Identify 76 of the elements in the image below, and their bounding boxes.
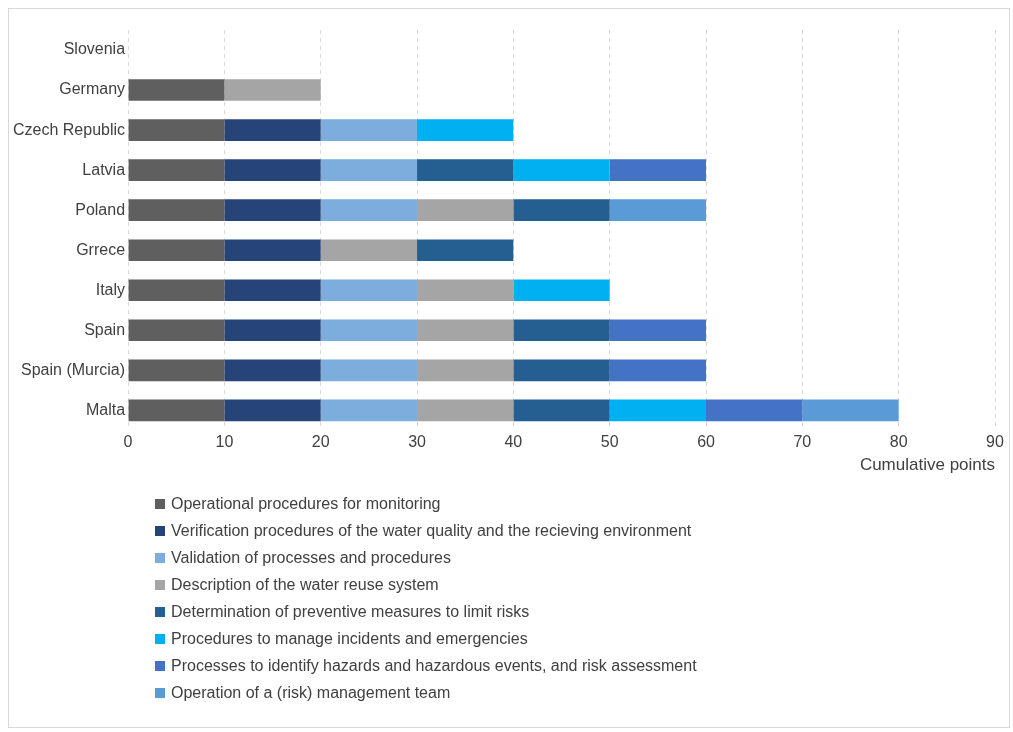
y-tick-label: Grrece	[76, 240, 126, 258]
bar	[320, 319, 418, 342]
bar	[224, 399, 321, 422]
bar	[224, 319, 321, 342]
bar	[224, 199, 321, 221]
bar	[417, 319, 514, 342]
bar	[513, 319, 610, 342]
x-tick-label: 60	[697, 433, 716, 451]
bar	[128, 279, 225, 302]
bar	[417, 399, 514, 422]
bar	[417, 359, 514, 382]
x-tick-label: 10	[215, 433, 234, 451]
bar	[417, 239, 514, 262]
y-tick-label: Italy	[95, 280, 126, 298]
x-tick-label: 70	[793, 433, 812, 451]
x-tick-label: 20	[311, 433, 330, 451]
y-tick-label: Slovenia	[63, 40, 126, 58]
bar	[320, 399, 418, 422]
x-axis-title: Cumulative points	[859, 455, 995, 475]
y-tick-label: Malta	[85, 400, 126, 418]
bar	[128, 319, 225, 342]
bar	[513, 159, 610, 181]
x-tick-label: 30	[408, 433, 427, 451]
bar	[320, 239, 418, 262]
bar	[320, 119, 418, 141]
bar	[609, 199, 707, 221]
bar	[513, 279, 610, 302]
x-tick-label: 0	[123, 433, 133, 451]
legend-label: Verification procedures of the water quality and the recieving environment	[171, 521, 692, 540]
bar	[417, 199, 514, 221]
bar	[609, 159, 707, 181]
x-tick-label: 40	[504, 433, 523, 451]
bar	[320, 359, 418, 382]
legend-label: Operational procedures for monitoring	[171, 494, 441, 513]
bar	[417, 119, 514, 141]
bar	[802, 399, 899, 422]
bar	[417, 159, 514, 181]
legend-label: Validation of processes and procedures	[171, 548, 451, 567]
legend-label: Procedures to manage incidents and emergencies	[171, 629, 528, 648]
x-tick-label: 50	[600, 433, 619, 451]
bar	[224, 79, 321, 101]
bar	[224, 359, 321, 382]
legend-label: Processes to identify hazards and hazardous events, and risk assessment	[171, 656, 697, 675]
bar	[609, 359, 707, 382]
bar	[128, 119, 225, 141]
bar	[609, 319, 707, 342]
legend-label: Description of the water reuse system	[171, 575, 439, 594]
bar	[706, 399, 803, 422]
bar	[128, 159, 225, 181]
bar	[128, 359, 225, 382]
bar	[224, 279, 321, 302]
legend-label: Determination of preventive measures to limit risks	[171, 602, 530, 621]
bar	[128, 199, 225, 221]
bar	[224, 159, 321, 181]
bar	[513, 199, 610, 221]
bar	[320, 279, 418, 302]
y-tick-label: Germany	[59, 80, 126, 98]
x-tick-label: 90	[986, 433, 1004, 451]
bar	[128, 399, 225, 422]
legend-label: Operation of a (risk) management team	[171, 683, 451, 702]
y-tick-label: Spain	[84, 320, 126, 338]
bar	[320, 159, 418, 181]
bar	[609, 399, 707, 422]
bar	[513, 399, 610, 422]
x-tick-label: 80	[889, 433, 908, 451]
bar	[513, 359, 610, 382]
bar	[224, 119, 321, 141]
y-tick-label: Czech Republic	[12, 120, 126, 138]
bar	[320, 199, 418, 221]
y-tick-label: Latvia	[82, 160, 126, 178]
bar	[128, 79, 225, 101]
y-tick-label: Poland	[75, 200, 126, 218]
bar	[417, 279, 514, 302]
bar	[128, 239, 225, 262]
y-tick-label: Spain (Murcia)	[21, 360, 126, 378]
bar	[224, 239, 321, 262]
